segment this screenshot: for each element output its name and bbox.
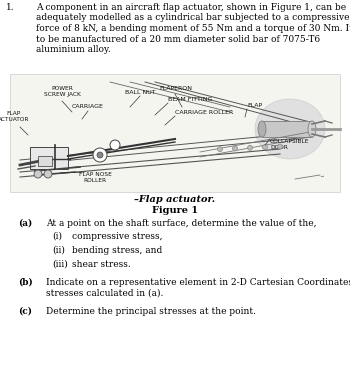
Text: Figure 1: Figure 1	[152, 206, 198, 215]
Text: FLAP NOSE
ROLLER: FLAP NOSE ROLLER	[78, 172, 111, 183]
Text: shear stress.: shear stress.	[72, 260, 131, 269]
Text: (b): (b)	[18, 278, 33, 287]
Text: (ii): (ii)	[52, 246, 65, 255]
Text: (c): (c)	[18, 307, 32, 316]
Text: (iii): (iii)	[52, 260, 68, 269]
Circle shape	[247, 145, 252, 150]
Text: CARRIAGE ROLLER: CARRIAGE ROLLER	[175, 110, 233, 115]
Text: aluminium alloy.: aluminium alloy.	[36, 45, 111, 54]
Text: FLAP
ACTUATOR: FLAP ACTUATOR	[0, 111, 30, 122]
Text: –Flap actuator.: –Flap actuator.	[134, 195, 216, 204]
Bar	[30, 147, 68, 169]
Circle shape	[44, 170, 52, 178]
Text: Determine the principal stresses at the point.: Determine the principal stresses at the …	[46, 307, 256, 316]
Text: BEAM FITTING: BEAM FITTING	[168, 97, 212, 102]
Text: $\vec{}$: $\vec{}$	[320, 173, 325, 179]
Circle shape	[262, 145, 267, 150]
Text: (i): (i)	[52, 232, 62, 241]
Circle shape	[217, 147, 223, 152]
Ellipse shape	[308, 121, 316, 137]
Circle shape	[97, 152, 103, 158]
Text: stresses calculated in (a).: stresses calculated in (a).	[46, 289, 163, 298]
Circle shape	[278, 144, 282, 149]
Text: FLAP: FLAP	[247, 103, 262, 108]
Ellipse shape	[258, 121, 266, 137]
Text: A component in an aircraft flap actuator, shown in Figure 1, can be: A component in an aircraft flap actuator…	[36, 3, 346, 12]
Bar	[10, 74, 340, 192]
Text: POWER
SCREW JACK: POWER SCREW JACK	[43, 86, 80, 97]
Bar	[262, 121, 312, 137]
Circle shape	[110, 140, 120, 150]
Bar	[38, 156, 52, 166]
Text: 1.: 1.	[6, 3, 15, 12]
Text: bending stress, and: bending stress, and	[72, 246, 162, 255]
Text: force of 8 kN, a bending moment of 55 Nm and a torque of 30 Nm. It is: force of 8 kN, a bending moment of 55 Nm…	[36, 24, 350, 33]
Text: BALL NUT: BALL NUT	[125, 90, 155, 95]
Circle shape	[34, 170, 42, 178]
Text: At a point on the shaft surface, determine the value of the,: At a point on the shaft surface, determi…	[46, 219, 316, 228]
Text: compressive stress,: compressive stress,	[72, 232, 162, 241]
Text: to be manufactured of a 20 mm diameter solid bar of 7075-T6: to be manufactured of a 20 mm diameter s…	[36, 34, 320, 43]
Text: FLAPERON: FLAPERON	[160, 86, 192, 91]
Text: adequately modelled as a cylindrical bar subjected to a compressive axial: adequately modelled as a cylindrical bar…	[36, 14, 350, 22]
Circle shape	[93, 148, 107, 162]
Circle shape	[232, 146, 238, 151]
Text: (a): (a)	[18, 219, 32, 228]
Text: COLLAPSIBLE
DOOR: COLLAPSIBLE DOOR	[270, 139, 309, 150]
Text: CARRIAGE: CARRIAGE	[72, 104, 104, 109]
Text: Indicate on a representative element in 2-D Cartesian Coordinates the: Indicate on a representative element in …	[46, 278, 350, 287]
Ellipse shape	[255, 99, 325, 159]
